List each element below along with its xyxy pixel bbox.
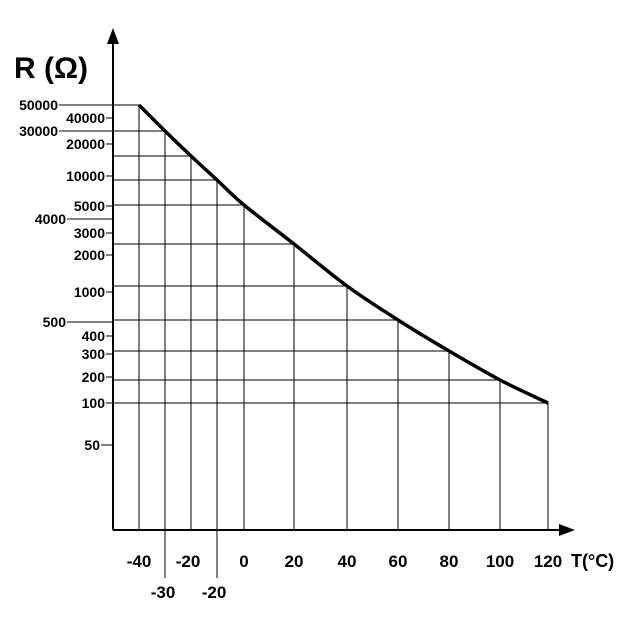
x-tick-label-secondary: -30 bbox=[151, 583, 176, 602]
x-tick-label: -20 bbox=[176, 552, 201, 571]
y-tick-label: 400 bbox=[82, 328, 106, 344]
grid-lines bbox=[113, 104, 549, 578]
x-tick-label: -40 bbox=[127, 552, 152, 571]
y-tick-label: 20000 bbox=[66, 136, 105, 152]
y-tick-label: 40000 bbox=[66, 110, 105, 126]
y-tick-label: 200 bbox=[82, 369, 106, 385]
x-axis-title: T(°C) bbox=[571, 551, 614, 571]
y-axis-title: R (Ω) bbox=[14, 52, 88, 85]
y-tick-label: 100 bbox=[82, 395, 106, 411]
y-tick-label: 500 bbox=[43, 314, 67, 330]
y-axis-arrow bbox=[107, 28, 119, 44]
x-tick-label: 60 bbox=[389, 552, 408, 571]
y-tick-label: 50 bbox=[84, 437, 100, 453]
y-tick-label: 1000 bbox=[74, 284, 105, 300]
axes bbox=[107, 28, 575, 536]
x-tick-label: 40 bbox=[338, 552, 357, 571]
y-tick-label: 10000 bbox=[66, 168, 105, 184]
y-tick-labels: 50000 40000 30000 20000 10000 5000 4000 3000 200… bbox=[19, 97, 113, 453]
y-tick-label: 50000 bbox=[19, 97, 58, 113]
x-tick-label: 100 bbox=[486, 552, 514, 571]
x-tick-label: 0 bbox=[239, 552, 248, 571]
y-tick-label: 2000 bbox=[74, 247, 105, 263]
y-tick-label: 5000 bbox=[74, 198, 105, 214]
x-tick-label: 120 bbox=[534, 552, 562, 571]
x-tick-label: 80 bbox=[440, 552, 459, 571]
y-tick-label: 4000 bbox=[35, 211, 66, 227]
resistance-curve bbox=[137, 103, 549, 405]
x-tick-label-secondary: -20 bbox=[202, 583, 227, 602]
x-tick-labels: -40 -20 0 20 40 60 80 100 120-30 -20 bbox=[127, 552, 562, 602]
y-tick-label: 300 bbox=[82, 346, 106, 362]
x-axis-arrow bbox=[559, 524, 575, 536]
y-tick-label: 3000 bbox=[74, 225, 105, 241]
x-tick-label: 20 bbox=[285, 552, 304, 571]
y-tick-label: 30000 bbox=[19, 123, 58, 139]
